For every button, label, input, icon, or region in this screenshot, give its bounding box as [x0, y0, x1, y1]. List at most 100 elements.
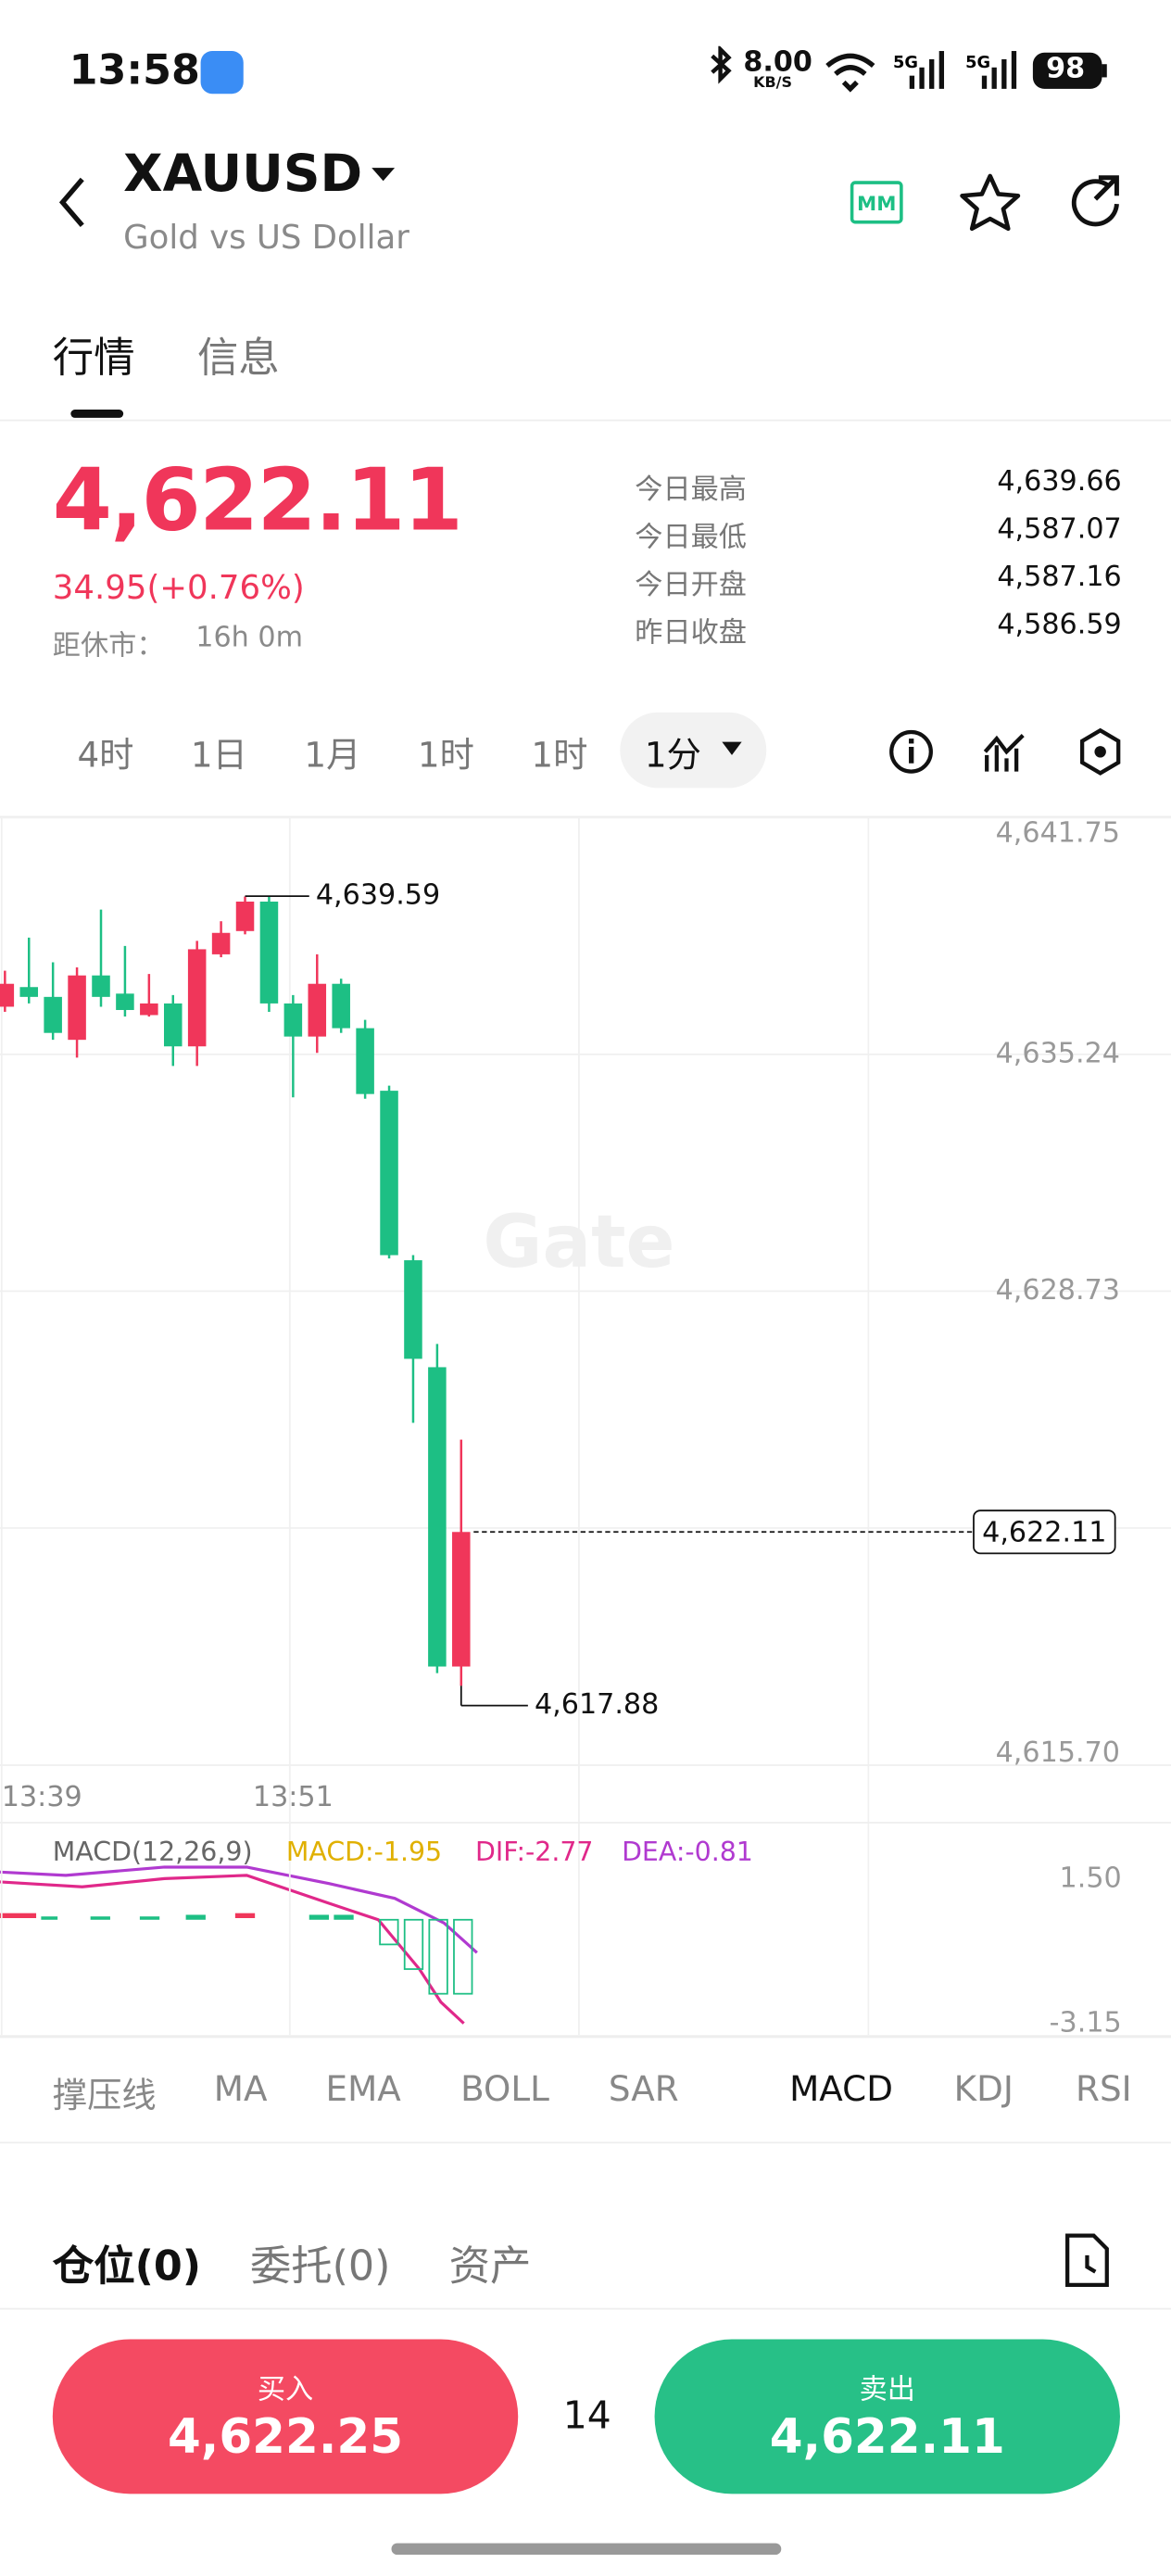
x-tick-label: 13:39: [2, 1781, 82, 1813]
candle-body: [235, 902, 255, 931]
stat-label: 今日开盘: [635, 569, 747, 602]
candle-body: [332, 983, 350, 1029]
symbol-name: Gold vs US Dollar: [123, 217, 409, 257]
indicator[interactable]: MACD: [789, 2069, 893, 2109]
divider: [0, 2307, 1171, 2310]
quantity[interactable]: 14: [562, 2394, 611, 2438]
last-price-label: 4,622.11: [982, 1517, 1106, 1549]
close-time: 16h 0m: [195, 622, 303, 655]
mm-badge[interactable]: MM: [850, 181, 903, 224]
interval[interactable]: 1时: [417, 735, 474, 776]
back-button[interactable]: [49, 172, 98, 232]
tab-indicator: [70, 410, 124, 418]
candle-body: [211, 932, 231, 954]
candle-body: [44, 996, 62, 1033]
y-tick-label: 4,628.73: [996, 1274, 1120, 1307]
position-tab[interactable]: 资产: [448, 2241, 532, 2291]
dropdown-arrow: [371, 168, 396, 182]
stat-value: 4,639.66: [997, 465, 1122, 499]
home-indicator: [391, 2543, 782, 2556]
clock: 13:58: [69, 45, 200, 95]
sell-price[interactable]: 4,622.11: [769, 2408, 1005, 2465]
buy-button[interactable]: [52, 2339, 519, 2494]
stat-value: 4,587.16: [997, 561, 1122, 594]
macd-axis-top: 1.50: [1059, 1862, 1122, 1896]
net-speed: 8.00: [743, 45, 812, 80]
indicator[interactable]: EMA: [325, 2069, 401, 2109]
dea-value: DEA:-0.81: [622, 1836, 753, 1867]
divider: [0, 419, 1171, 422]
dropdown-arrow: [722, 741, 742, 755]
macd-value: MACD:-1.95: [285, 1836, 443, 1867]
y-tick-label: 4,635.24: [996, 1037, 1120, 1069]
divider: [0, 2141, 1171, 2144]
interval-selected[interactable]: 1分: [644, 735, 701, 776]
tab-active[interactable]: 行情: [52, 334, 135, 382]
stat-label: 今日最高: [635, 474, 747, 507]
stat-value: 4,586.59: [997, 608, 1122, 642]
candle-body: [92, 975, 110, 997]
interval[interactable]: 4时: [77, 735, 134, 776]
symbol[interactable]: XAUUSD: [123, 145, 363, 205]
chart-tools[interactable]: [885, 724, 1131, 779]
macd-axis-bottom: -3.15: [1049, 2006, 1122, 2040]
candle-body: [308, 983, 327, 1037]
price-change: 34.95(+0.76%): [52, 567, 305, 608]
close-label: 距休市：: [52, 629, 165, 663]
position-tab[interactable]: 仓位(0): [52, 2241, 202, 2291]
stat-value: 4,587.07: [997, 512, 1122, 547]
candle-body: [163, 1003, 183, 1047]
dif-value: DIF:-2.77: [475, 1836, 594, 1867]
tab[interactable]: 信息: [197, 334, 280, 382]
candle-body: [380, 1091, 398, 1256]
net-unit: KB/S: [753, 75, 793, 93]
candle-body: [356, 1028, 374, 1094]
candle-body: [68, 975, 86, 1041]
macd-title: MACD(12,26,9): [52, 1836, 253, 1867]
interval[interactable]: 1时: [531, 735, 588, 776]
battery-level: 98: [1046, 52, 1086, 86]
stat-label: 昨日收盘: [635, 616, 747, 650]
indicator[interactable]: BOLL: [460, 2069, 549, 2109]
candle-body: [452, 1532, 471, 1667]
last-price-box: [973, 1509, 1116, 1555]
app-icon: [200, 51, 244, 95]
indicator[interactable]: SAR: [608, 2069, 679, 2109]
low-label: 4,617.88: [535, 1688, 659, 1721]
sell-label[interactable]: 卖出: [859, 2373, 915, 2407]
last-price: 4,622.11: [52, 452, 463, 551]
indicator[interactable]: KDJ: [953, 2069, 1014, 2109]
candle-body: [404, 1260, 422, 1359]
y-tick-label: 4,641.75: [996, 817, 1120, 849]
history-button[interactable]: [1063, 2230, 1112, 2290]
high-label: 4,639.59: [316, 879, 440, 912]
candle-body: [283, 1003, 303, 1037]
candle-body: [116, 993, 134, 1010]
x-tick-label: 13:51: [253, 1781, 334, 1813]
sell-button[interactable]: [654, 2339, 1120, 2494]
position-tab[interactable]: 委托(0): [249, 2241, 391, 2291]
interval-selected-bg[interactable]: [620, 712, 767, 789]
indicator[interactable]: RSI: [1076, 2069, 1132, 2109]
candle-body: [259, 902, 279, 1004]
indicator[interactable]: MA: [213, 2069, 268, 2109]
buy-label[interactable]: 买入: [257, 2373, 314, 2407]
buy-price[interactable]: 4,622.25: [167, 2408, 404, 2465]
status-icons: 5G 5G: [711, 45, 1107, 93]
price-chart: Gate4,641.754,635.244,628.734,615.7013:3…: [0, 817, 1171, 2039]
candle-body: [187, 949, 207, 1047]
share-button[interactable]: [1065, 171, 1125, 231]
favorite-button[interactable]: [959, 171, 1021, 234]
candle-body: [428, 1367, 447, 1667]
stat-label: 今日最低: [635, 521, 747, 555]
y-tick-label: 4,615.70: [996, 1736, 1120, 1769]
indicator[interactable]: 撑压线: [52, 2076, 157, 2116]
interval[interactable]: 1月: [304, 735, 361, 776]
candle-body: [140, 1003, 158, 1016]
interval[interactable]: 1日: [190, 735, 247, 776]
svg-text:5G: 5G: [965, 54, 990, 72]
svg-text:5G: 5G: [893, 54, 918, 72]
divider: [0, 815, 1171, 818]
